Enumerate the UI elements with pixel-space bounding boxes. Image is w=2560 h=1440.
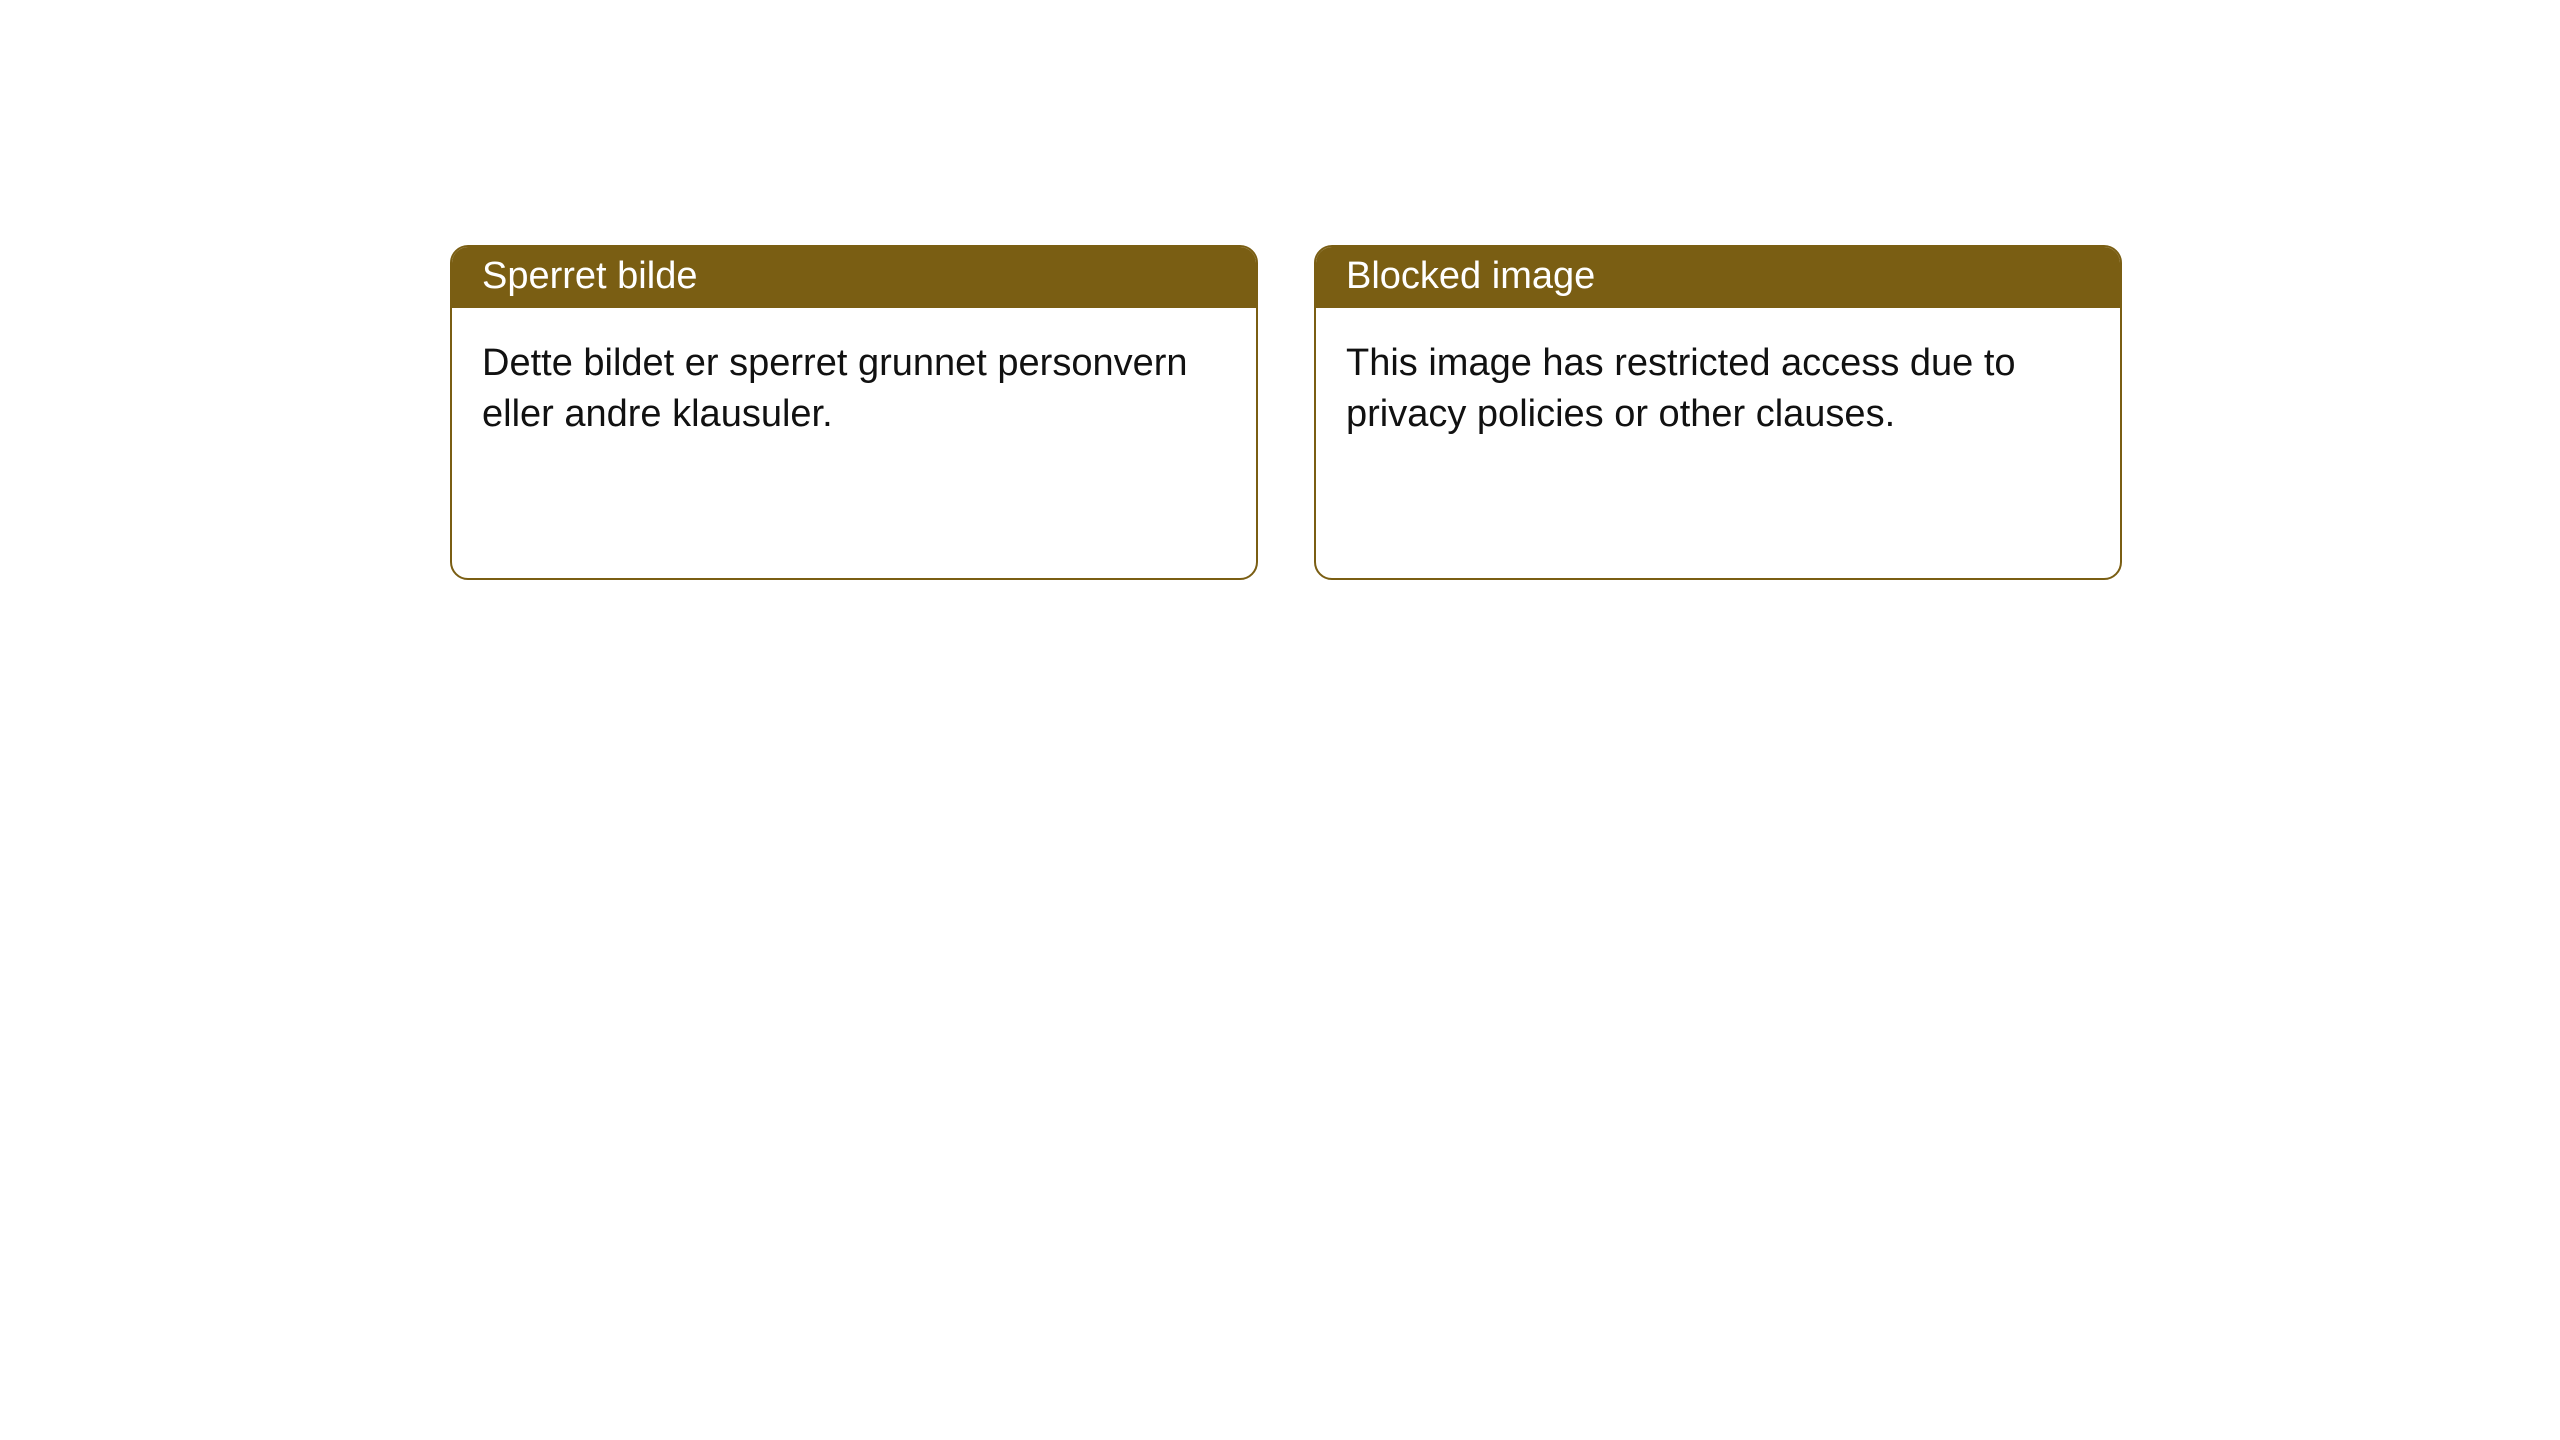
notice-container: Sperret bilde Dette bildet er sperret gr… — [450, 245, 2122, 580]
notice-body-english: This image has restricted access due to … — [1316, 308, 2120, 471]
notice-body-norwegian: Dette bildet er sperret grunnet personve… — [452, 308, 1256, 471]
notice-box-norwegian: Sperret bilde Dette bildet er sperret gr… — [450, 245, 1258, 580]
notice-title-english: Blocked image — [1316, 247, 2120, 308]
notice-title-norwegian: Sperret bilde — [452, 247, 1256, 308]
notice-box-english: Blocked image This image has restricted … — [1314, 245, 2122, 580]
